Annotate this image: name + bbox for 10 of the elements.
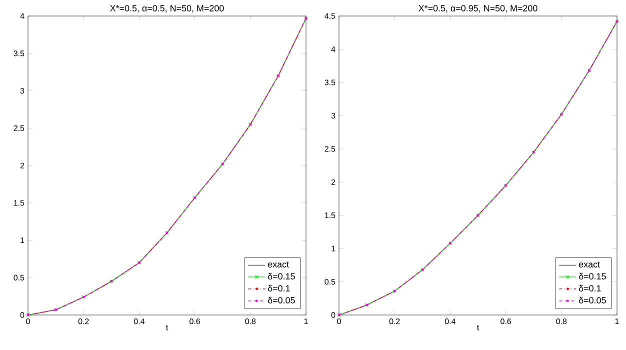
chart-title: X*=0.5, α=0.5, N=50, M=200 xyxy=(110,5,224,12)
legend-label: δ=0.15 xyxy=(268,272,295,280)
legend-label: δ=0.05 xyxy=(268,296,295,304)
chart-title: X*=0.5, α=0.95, N=50, M=200 xyxy=(418,5,538,12)
legend-label: δ=0.15 xyxy=(578,272,606,280)
legend-label: δ=0.1 xyxy=(268,284,290,292)
legend-label: δ=0.1 xyxy=(578,284,601,292)
legend-label: exact xyxy=(268,262,289,268)
legend-label: exact xyxy=(578,262,600,268)
legend-label: δ=0.05 xyxy=(578,296,606,304)
